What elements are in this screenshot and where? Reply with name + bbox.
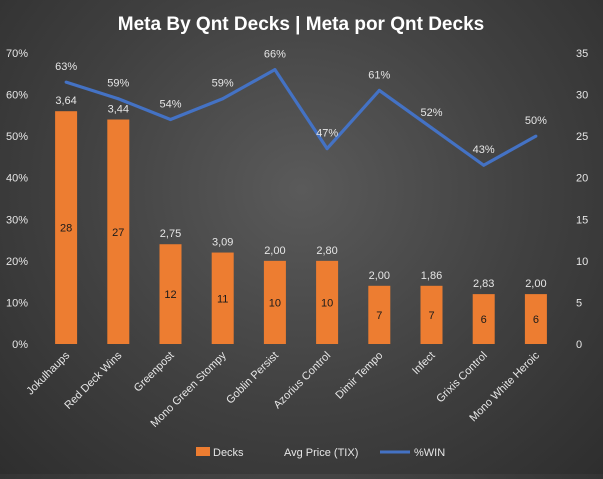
avg-price-label: 2,00 <box>525 278 546 290</box>
bar <box>211 252 234 344</box>
left-axis-tick-label: 20% <box>6 256 28 268</box>
bar-value-label: 6 <box>533 314 539 326</box>
right-axis-tick-label: 10 <box>576 256 588 268</box>
bar <box>420 285 443 344</box>
right-axis: 0 5 10 15 20 25 30 35 <box>576 48 588 351</box>
right-axis-tick-label: 35 <box>576 48 588 60</box>
x-tick-label: Greenpost <box>132 350 177 395</box>
left-axis-tick-label: 10% <box>6 297 28 309</box>
legend-label-avg-price: Avg Price (TIX) <box>284 447 358 459</box>
bar <box>524 294 547 344</box>
left-axis-tick-label: 70% <box>6 48 28 60</box>
win-value-label: 54% <box>159 99 181 111</box>
bar-value-label: 10 <box>269 297 281 309</box>
win-point <box>221 97 225 101</box>
bar-value-label: 11 <box>217 293 228 305</box>
x-tick-label: Infect <box>410 350 438 378</box>
left-axis-tick-label: 30% <box>6 214 28 226</box>
legend: Decks Avg Price (TIX) %WIN <box>196 447 445 459</box>
right-axis-tick-label: 30 <box>576 90 588 102</box>
bar-series <box>55 111 547 344</box>
bar-value-label: 12 <box>164 289 176 301</box>
win-line <box>65 68 537 167</box>
bar <box>472 294 495 344</box>
win-value-label: 52% <box>420 107 442 119</box>
bar-value-label: 7 <box>376 310 382 322</box>
avg-price-label: 2,80 <box>316 245 337 257</box>
bar <box>316 260 339 344</box>
win-value-label: 59% <box>107 78 129 90</box>
win-value-label: 47% <box>316 128 338 140</box>
bar <box>263 260 286 344</box>
x-tick-label: Red Deck Wins <box>62 349 124 411</box>
avg-price-label: 3,64 <box>55 95 76 107</box>
win-value-label: 61% <box>368 69 390 81</box>
win-point <box>116 97 120 101</box>
left-axis-tick-label: 40% <box>6 173 28 185</box>
win-value-label: 63% <box>55 61 77 73</box>
left-axis-tick-label: 0% <box>12 339 28 351</box>
right-axis-tick-label: 0 <box>576 339 582 351</box>
bar-value-label: 6 <box>481 314 487 326</box>
x-tick-label: Jokulhaups <box>24 349 72 397</box>
avg-price-label: 2,75 <box>160 228 181 240</box>
win-value-label: 66% <box>264 49 286 61</box>
win-point <box>534 134 538 138</box>
avg-price-label: 2,00 <box>369 270 390 282</box>
left-axis-tick-label: 50% <box>6 131 28 143</box>
win-point <box>169 118 172 122</box>
avg-price-label: 2,00 <box>264 245 285 257</box>
bar-value-label: 28 <box>60 223 72 235</box>
x-tick-label: Goblin Persist <box>224 350 281 407</box>
right-axis-tick-label: 20 <box>576 173 588 185</box>
legend-label-decks: Decks <box>213 447 244 459</box>
bar-value-label: 7 <box>428 310 434 322</box>
chart-title: Meta By Qnt Decks | Meta por Qnt Decks <box>118 14 484 35</box>
right-axis-tick-label: 25 <box>576 131 588 143</box>
avg-price-label: 2,83 <box>473 278 494 290</box>
left-axis-tick-label: 60% <box>6 90 28 102</box>
win-point <box>430 126 433 130</box>
bar <box>107 119 130 344</box>
legend-swatch-decks <box>196 447 210 456</box>
x-tick-label: Azorius Control <box>272 350 334 412</box>
bar <box>55 111 78 344</box>
bar-value-label: 27 <box>112 227 124 239</box>
legend-label-win: %WIN <box>414 447 445 459</box>
bar <box>159 244 182 344</box>
right-axis-tick-label: 5 <box>576 297 582 309</box>
win-point <box>64 80 68 84</box>
win-value-label: 59% <box>212 78 234 90</box>
line-series <box>64 68 538 167</box>
win-point <box>482 163 486 167</box>
right-axis-tick-label: 15 <box>576 214 588 226</box>
win-point <box>273 68 277 72</box>
avg-price-label: 3,09 <box>212 237 233 249</box>
win-point <box>377 88 381 92</box>
x-tick-label: Grixis Control <box>434 350 490 406</box>
win-value-label: 43% <box>473 144 495 156</box>
bar <box>368 285 391 344</box>
data-labels: 28 3,64 27 3,44 12 2,75 11 3,09 10 2,00 10 2,80 7 2,0… <box>55 49 547 326</box>
bar-value-label: 10 <box>321 297 333 309</box>
avg-price-label: 1,86 <box>421 270 442 282</box>
win-value-label: 50% <box>525 115 547 127</box>
x-tick-label: Dimir Tempo <box>333 350 385 402</box>
win-point <box>325 147 329 151</box>
avg-price-label: 3,44 <box>108 104 129 116</box>
left-axis: 0% 10% 20% 30% 40% 50% 60% 70% <box>6 48 28 351</box>
